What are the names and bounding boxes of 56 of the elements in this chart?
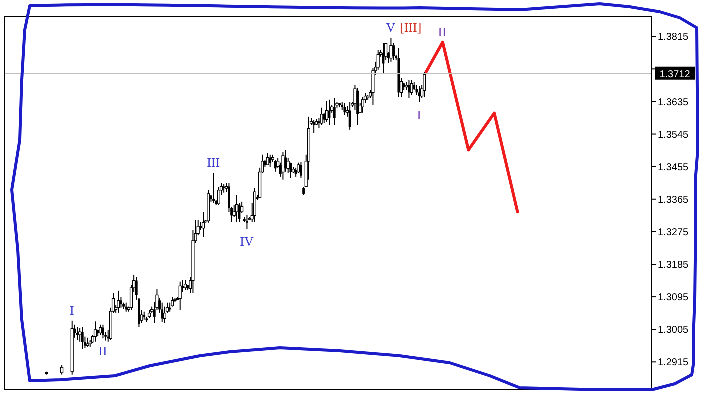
y-tick-label: 1.3095	[658, 292, 690, 304]
candlestick	[356, 87, 359, 126]
line-series	[423, 40, 520, 214]
candlestick	[290, 162, 292, 179]
candlestick	[266, 152, 270, 166]
annotation: II	[438, 24, 447, 40]
y-tick-label: 1.3365	[658, 194, 690, 206]
candlestick	[318, 118, 320, 129]
candlestick	[284, 150, 287, 172]
candlestick	[348, 102, 352, 130]
candlestick	[117, 290, 120, 314]
candlestick	[410, 80, 414, 96]
candlestick	[392, 42, 395, 61]
candlestick	[418, 86, 421, 103]
candlestick	[361, 96, 364, 114]
candlestick	[269, 154, 272, 168]
y-tick-label: 1.2915	[658, 358, 690, 369]
y-tick-label: 1.3815	[658, 32, 690, 44]
candlestick	[325, 100, 328, 122]
candlestick	[246, 214, 248, 230]
annotation: V	[386, 20, 396, 36]
candlestick	[253, 188, 256, 223]
annotation: IV	[240, 234, 254, 250]
annotation: I	[70, 302, 74, 318]
y-tick-label: 1.3635	[658, 97, 690, 108]
candlestick	[161, 302, 164, 322]
candlestick	[344, 102, 346, 116]
candlestick	[202, 212, 206, 238]
y-tick-label: 1.3185	[658, 260, 690, 272]
candlestick	[86, 337, 90, 348]
candlestick	[282, 152, 285, 180]
y-tick-label: 1.3005	[658, 325, 690, 336]
annotation: III	[207, 154, 220, 170]
ref-line-label: 1.3712	[660, 69, 691, 80]
candlestick	[320, 107, 324, 126]
y-tick-label: 1.3545	[658, 130, 690, 141]
y-tick-label: 1.3455	[658, 162, 690, 174]
candlestick	[333, 98, 336, 126]
candlestick	[94, 321, 98, 342]
annotation: II	[98, 344, 108, 359]
annotation: [III]	[400, 20, 422, 36]
candlestick	[102, 324, 104, 340]
candlestick	[178, 281, 182, 311]
annotation: I	[417, 107, 422, 122]
y-tick-label: 1.3275	[658, 227, 690, 238]
candlestick	[217, 186, 220, 206]
candlestick	[423, 72, 426, 98]
candlestick	[99, 324, 102, 336]
candlestick	[163, 306, 166, 324]
candlestick	[81, 326, 84, 350]
candlestick	[300, 162, 302, 179]
candlestick	[60, 364, 64, 376]
candlestick	[184, 280, 188, 291]
candlestick	[76, 326, 79, 341]
candlestick	[390, 38, 393, 62]
candlestick	[235, 194, 238, 223]
